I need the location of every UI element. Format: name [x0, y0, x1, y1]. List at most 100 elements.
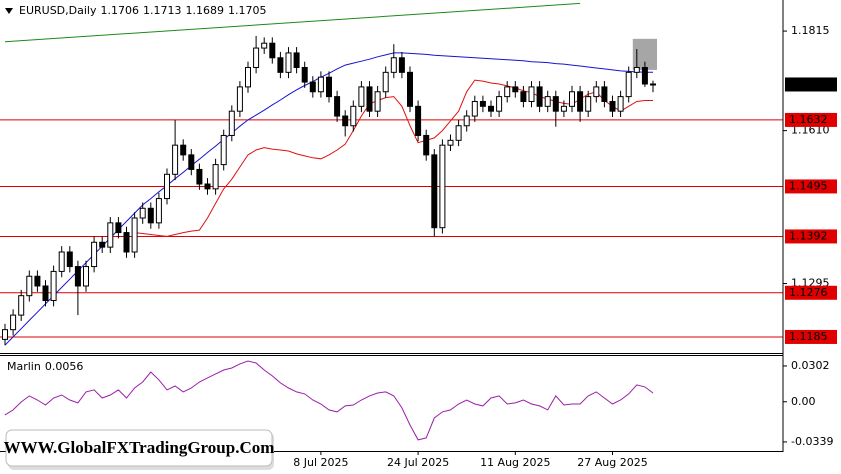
candle-body — [2, 329, 8, 340]
candle-body — [253, 47, 260, 68]
candle-body — [536, 86, 543, 107]
candle-body — [593, 86, 600, 98]
header-close: 1.1705 — [227, 4, 267, 17]
level-label-box — [785, 179, 837, 194]
candle-body — [180, 144, 187, 156]
candle-body — [560, 105, 567, 112]
candle-body — [431, 154, 438, 229]
candle-body — [439, 144, 446, 229]
level-label-box — [785, 329, 837, 344]
watermark: WWW.GlobalFXTradingGroup.Com — [4, 438, 275, 457]
candle-body — [504, 86, 511, 98]
candle-body — [293, 52, 300, 68]
level-label: 1.1495 — [789, 179, 828, 192]
candle-body — [650, 83, 656, 86]
main-layer — [2, 2, 656, 441]
candle-body — [617, 96, 624, 112]
x-tick-label: 11 Aug 2025 — [480, 456, 550, 469]
x-tick-label: 27 Aug 2025 — [577, 456, 647, 469]
candle-body — [601, 86, 608, 102]
candle-body — [172, 144, 179, 175]
candle-body — [204, 183, 211, 190]
candle-body — [415, 105, 422, 136]
y-tick-label: 1.1815 — [791, 24, 830, 37]
candle-body — [131, 217, 138, 253]
candle-body — [83, 266, 89, 287]
candle-body — [309, 81, 316, 93]
trendline — [4, 2, 581, 43]
candle-body — [374, 91, 381, 112]
candle-body — [479, 100, 486, 107]
candle-body — [447, 139, 454, 146]
candle-body — [455, 125, 462, 141]
candle-body — [520, 91, 527, 102]
candle-body — [34, 275, 41, 287]
level-label-box — [785, 285, 837, 300]
candle-body — [58, 251, 65, 272]
indicator-header: Marlin 0.0056 — [7, 360, 87, 373]
candle-body — [585, 96, 592, 112]
indicator-name: Marlin — [7, 360, 41, 373]
candle-body — [188, 154, 195, 170]
candle-body — [577, 91, 584, 112]
candle-body — [641, 66, 648, 85]
candle-body — [277, 57, 284, 73]
candle-body — [115, 222, 122, 234]
candle-body — [107, 222, 114, 248]
candle-body — [382, 71, 389, 93]
candle-body — [317, 76, 324, 93]
candle-body — [471, 100, 478, 117]
header-high: 1.1713 — [142, 4, 182, 17]
candle-body — [552, 96, 559, 112]
candle-body — [633, 66, 640, 73]
candle-body — [164, 173, 170, 200]
candle-body — [407, 71, 413, 107]
x-tick-label: 24 Jul 2025 — [387, 456, 449, 469]
level-label: 1.1276 — [789, 286, 828, 299]
watermark-box — [5, 429, 273, 467]
indicator-tick-label: 0.00 — [791, 395, 816, 408]
level-label: 1.1632 — [789, 113, 828, 126]
candle-body — [358, 86, 365, 107]
candle-body — [42, 285, 49, 302]
candle-body — [74, 266, 81, 287]
candle-body — [26, 275, 33, 297]
candle-body — [236, 86, 243, 112]
candle-body — [366, 86, 373, 112]
price-label-box — [785, 77, 837, 92]
candle-body — [398, 57, 405, 73]
level-label: 1.1185 — [789, 330, 828, 343]
back-layer — [0, 38, 783, 338]
header-low: 1.1689 — [185, 4, 224, 17]
candle-body — [10, 314, 17, 331]
chart-header: EURUSD,Daily 1.1706 1.1713 1.1689 1.1705 — [19, 4, 270, 17]
candle-body — [423, 134, 430, 156]
candle-body — [212, 164, 219, 190]
candle-body — [488, 105, 494, 112]
ma-line — [134, 79, 653, 237]
candle-body — [544, 96, 551, 107]
candle-body — [528, 86, 535, 102]
candle-body — [334, 96, 341, 117]
x-tick-label: 8 Jul 2025 — [293, 456, 348, 469]
candle-body — [496, 96, 503, 112]
level-label: 1.1392 — [789, 229, 828, 242]
candle-body — [91, 241, 98, 268]
candle-body — [123, 232, 130, 253]
candle-body — [463, 115, 470, 127]
candle-body — [301, 66, 308, 83]
chart-title: EURUSD,Daily — [19, 4, 97, 17]
candle-body — [609, 100, 616, 112]
candle-body — [350, 105, 357, 127]
indicator-tick-label: -0.0339 — [791, 435, 833, 448]
candle-body — [18, 295, 25, 316]
candle-body — [269, 42, 276, 59]
candle-body — [66, 251, 73, 268]
candle-body — [196, 168, 203, 185]
level-label-box — [785, 229, 837, 244]
level-label-box — [785, 112, 837, 127]
candle-body — [139, 207, 146, 219]
